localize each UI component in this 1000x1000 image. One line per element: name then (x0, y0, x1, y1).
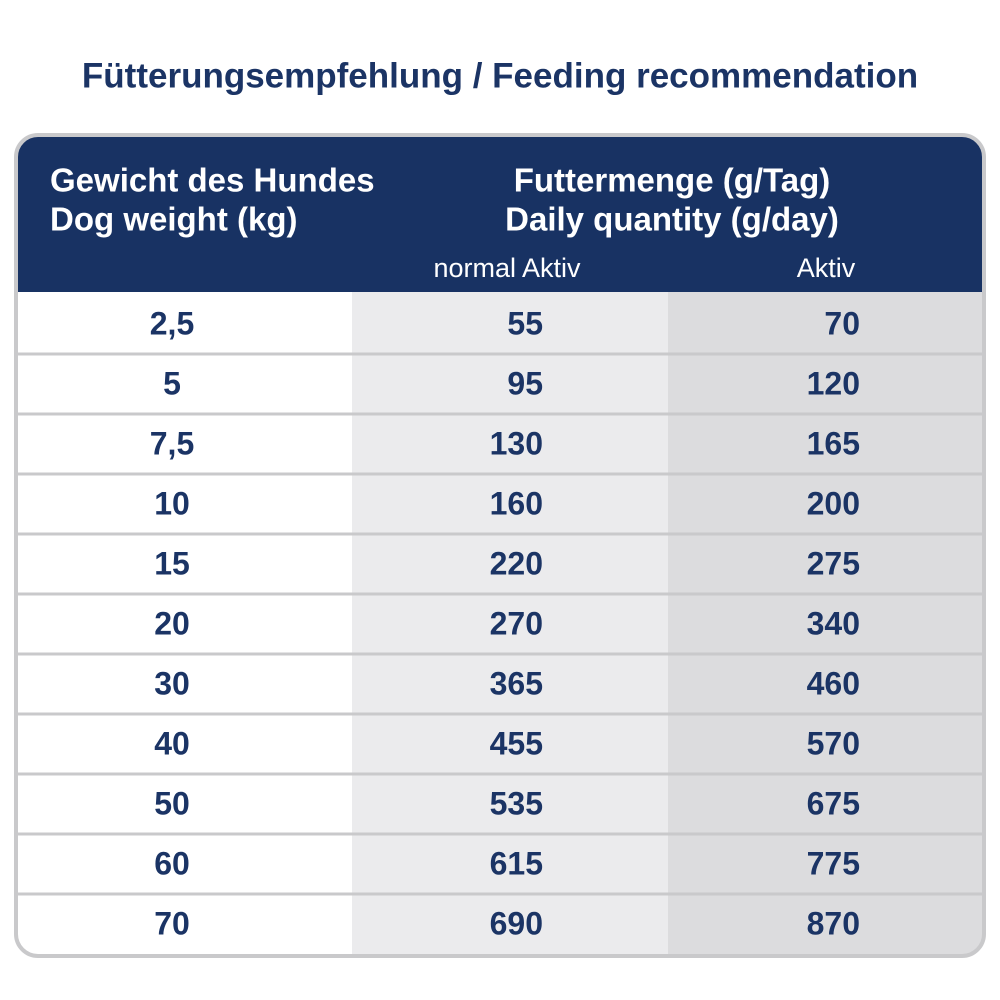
cell: 160 (490, 485, 543, 521)
title: Fütterungsempfehlung / Feeding recommend… (82, 56, 918, 95)
cell: 870 (807, 905, 860, 941)
cell: 535 (490, 785, 543, 821)
col-2-bg (352, 292, 668, 956)
table-border (14, 133, 986, 958)
cell: 50 (154, 785, 190, 821)
cell: 95 (507, 365, 543, 401)
cell: 165 (807, 425, 860, 461)
cell: 20 (154, 605, 190, 641)
cell: 15 (154, 545, 190, 581)
cell: 455 (490, 725, 543, 761)
cell: 690 (490, 905, 543, 941)
cell: 10 (154, 485, 190, 521)
cell: 60 (154, 845, 190, 881)
cell: 460 (807, 665, 860, 701)
cell: 275 (807, 545, 860, 581)
cell: 365 (490, 665, 543, 701)
header-weight-en: Dog weight (kg) (50, 201, 297, 238)
cell: 55 (507, 305, 543, 341)
cell: 675 (807, 785, 860, 821)
cell: 2,5 (150, 305, 194, 341)
cell: 775 (807, 845, 860, 881)
cell: 7,5 (150, 425, 194, 461)
subheader-active: Aktiv (797, 253, 856, 283)
table-body: 2,5 55 70 5 95 120 7,5 130 165 10 160 200 15 220 275 20… (16, 135, 984, 956)
cell: 220 (490, 545, 543, 581)
cell: 70 (824, 305, 860, 341)
header-quantity-de: Futtermenge (g/Tag) (514, 162, 831, 199)
cell: 270 (490, 605, 543, 641)
header-weight-de: Gewicht des Hundes (50, 162, 375, 199)
cell: 5 (163, 365, 181, 401)
cell: 130 (490, 425, 543, 461)
cell: 570 (807, 725, 860, 761)
header-quantity-en: Daily quantity (g/day) (505, 201, 839, 238)
cell: 615 (490, 845, 543, 881)
cell: 120 (807, 365, 860, 401)
header-bg (16, 135, 984, 292)
cell: 340 (807, 605, 860, 641)
cell: 200 (807, 485, 860, 521)
subheader-normal: normal Aktiv (433, 253, 581, 283)
col-3-bg (668, 292, 984, 956)
cell: 30 (154, 665, 190, 701)
cell: 40 (154, 725, 190, 761)
cell: 70 (154, 905, 190, 941)
